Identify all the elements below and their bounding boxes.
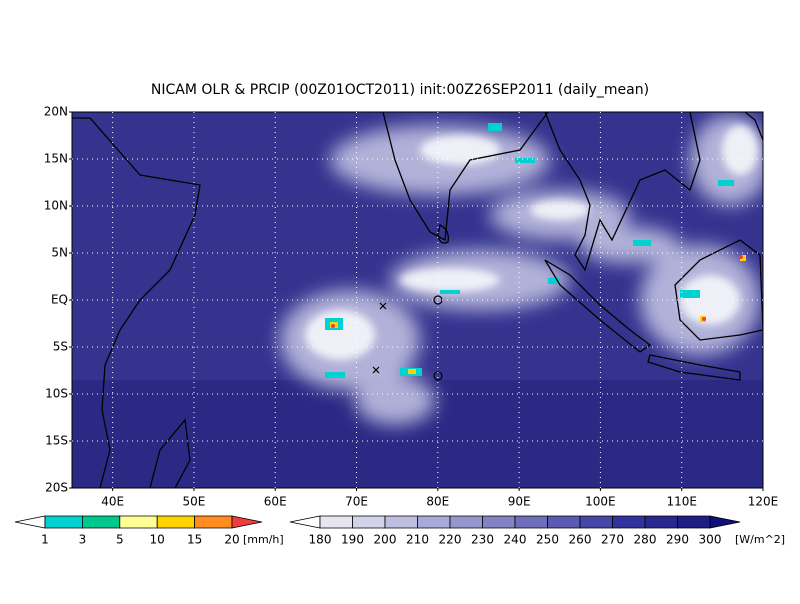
lat-label: 5S — [53, 340, 68, 354]
colorbar-tick-label: 180 — [309, 533, 332, 547]
lat-label: 20S — [45, 481, 68, 495]
colorbar-tick-label: 200 — [374, 533, 397, 547]
colorbar-tick-label: 220 — [439, 533, 462, 547]
colorbar-tick-label: 210 — [406, 533, 429, 547]
colorbar-swatch — [449, 515, 483, 529]
colorbar-unit: [mm/h] — [243, 533, 284, 546]
colorbar-swatch — [547, 515, 581, 529]
lon-label: 40E — [101, 495, 124, 509]
colorbar-tick-label: 10 — [150, 533, 165, 547]
colorbar-swatch — [644, 515, 678, 529]
lat-label: EQ — [51, 293, 68, 307]
lon-label: 110E — [666, 495, 697, 509]
colorbar-swatch — [352, 515, 386, 529]
colorbar-swatch — [119, 515, 158, 529]
colorbar-tick-label: 230 — [471, 533, 494, 547]
colorbar-swatch — [14, 515, 46, 529]
colorbar-swatch — [156, 515, 196, 529]
colorbar-swatch — [231, 515, 263, 529]
lon-label: 70E — [345, 495, 368, 509]
colorbar-tick-label: 20 — [224, 533, 239, 547]
colorbar-swatch — [417, 515, 451, 529]
colorbar-swatch — [384, 515, 418, 529]
lon-label: 90E — [508, 495, 531, 509]
colorbar-swatch — [44, 515, 83, 529]
colorbar-swatch — [194, 515, 233, 529]
colorbar-tick-label: 3 — [79, 533, 87, 547]
colorbar-tick-label: 300 — [699, 533, 722, 547]
colorbar-tick-label: 5 — [116, 533, 124, 547]
colorbar-swatch — [482, 515, 516, 529]
lon-label: 50E — [183, 495, 206, 509]
map-title: NICAM OLR & PRCIP (00Z01OCT2011) init:00… — [151, 82, 649, 98]
lon-label: 80E — [426, 495, 449, 509]
lat-label: 5N — [51, 246, 68, 260]
colorbar-swatch — [514, 515, 548, 529]
colorbar-swatch — [579, 515, 613, 529]
lat-label: 15N — [44, 152, 68, 166]
colorbar-unit: [W/m^2] — [735, 533, 785, 546]
lon-label: 100E — [585, 495, 616, 509]
colorbar-tick-label: 1 — [41, 533, 49, 547]
colorbar-swatch — [82, 515, 121, 529]
colorbar-tick-label: 250 — [536, 533, 559, 547]
colorbar-tick-label: 190 — [341, 533, 364, 547]
lon-label: 120E — [748, 495, 779, 509]
colorbar-swatch — [289, 515, 321, 529]
lon-label: 60E — [264, 495, 287, 509]
colorbar-tick-label: 260 — [569, 533, 592, 547]
colorbar-tick-label: 270 — [601, 533, 624, 547]
colorbar-swatch — [709, 515, 741, 529]
colorbar-tick-label: 290 — [666, 533, 689, 547]
colorbar-tick-label: 15 — [187, 533, 202, 547]
colorbar-tick-label: 280 — [634, 533, 657, 547]
colorbar-swatch — [612, 515, 646, 529]
colorbar-tick-label: 240 — [504, 533, 527, 547]
lat-label: 10S — [45, 387, 68, 401]
lat-label: 15S — [45, 434, 68, 448]
colorbar-swatch — [319, 515, 353, 529]
colorbar-swatch — [677, 515, 711, 529]
lat-label: 20N — [44, 105, 68, 119]
lat-label: 10N — [44, 199, 68, 213]
map — [72, 112, 763, 488]
